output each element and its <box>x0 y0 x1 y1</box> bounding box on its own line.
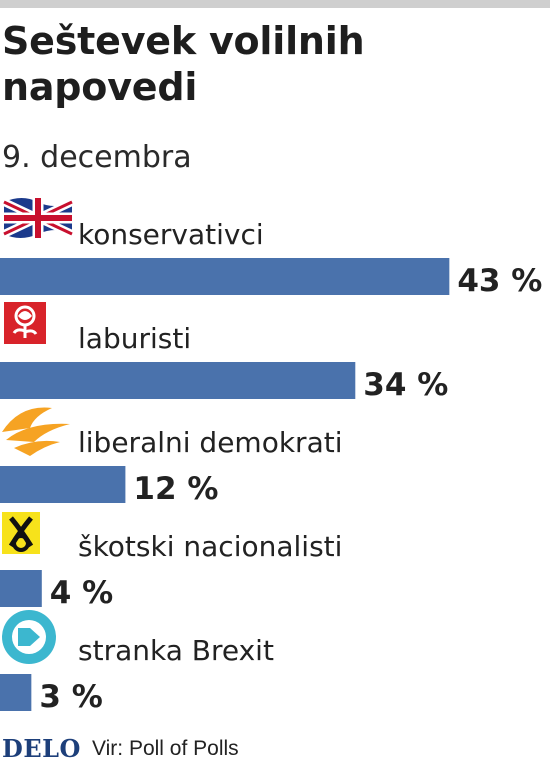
category-label: konservativci <box>78 218 264 251</box>
bar <box>0 362 356 399</box>
bar <box>0 466 126 503</box>
chart-title: Seštevek volilnih napovedi <box>2 19 365 109</box>
value-label: 12 % <box>133 471 218 507</box>
footer: DELO Vir: Poll of Polls <box>0 730 550 770</box>
source-note: Vir: Poll of Polls <box>92 737 239 760</box>
bar-chart: konservativci 43 % laburisti 34 % liberalni … <box>0 190 550 720</box>
category-label: laburisti <box>78 322 191 355</box>
arrow-icon <box>2 610 56 664</box>
delo-logo: DELO <box>2 734 81 763</box>
value-label: 34 % <box>363 367 448 403</box>
value-label: 3 % <box>39 679 102 715</box>
bar-chart-svg: konservativci 43 % laburisti 34 % liberalni … <box>0 198 542 715</box>
union-jack-icon <box>2 198 74 238</box>
category-label: stranka Brexit <box>78 634 274 667</box>
snp-icon <box>2 512 40 554</box>
top-rule <box>0 0 550 8</box>
chart-subtitle: 9. decembra <box>2 140 192 175</box>
bar <box>0 258 450 295</box>
category-label: liberalni demokrati <box>78 426 342 459</box>
value-label: 4 % <box>50 575 113 611</box>
value-label: 43 % <box>457 263 542 299</box>
bird-icon <box>2 407 70 456</box>
bar <box>0 674 32 711</box>
bar <box>0 570 42 607</box>
rose-icon <box>4 302 46 344</box>
category-label: škotski nacionalisti <box>78 530 342 563</box>
